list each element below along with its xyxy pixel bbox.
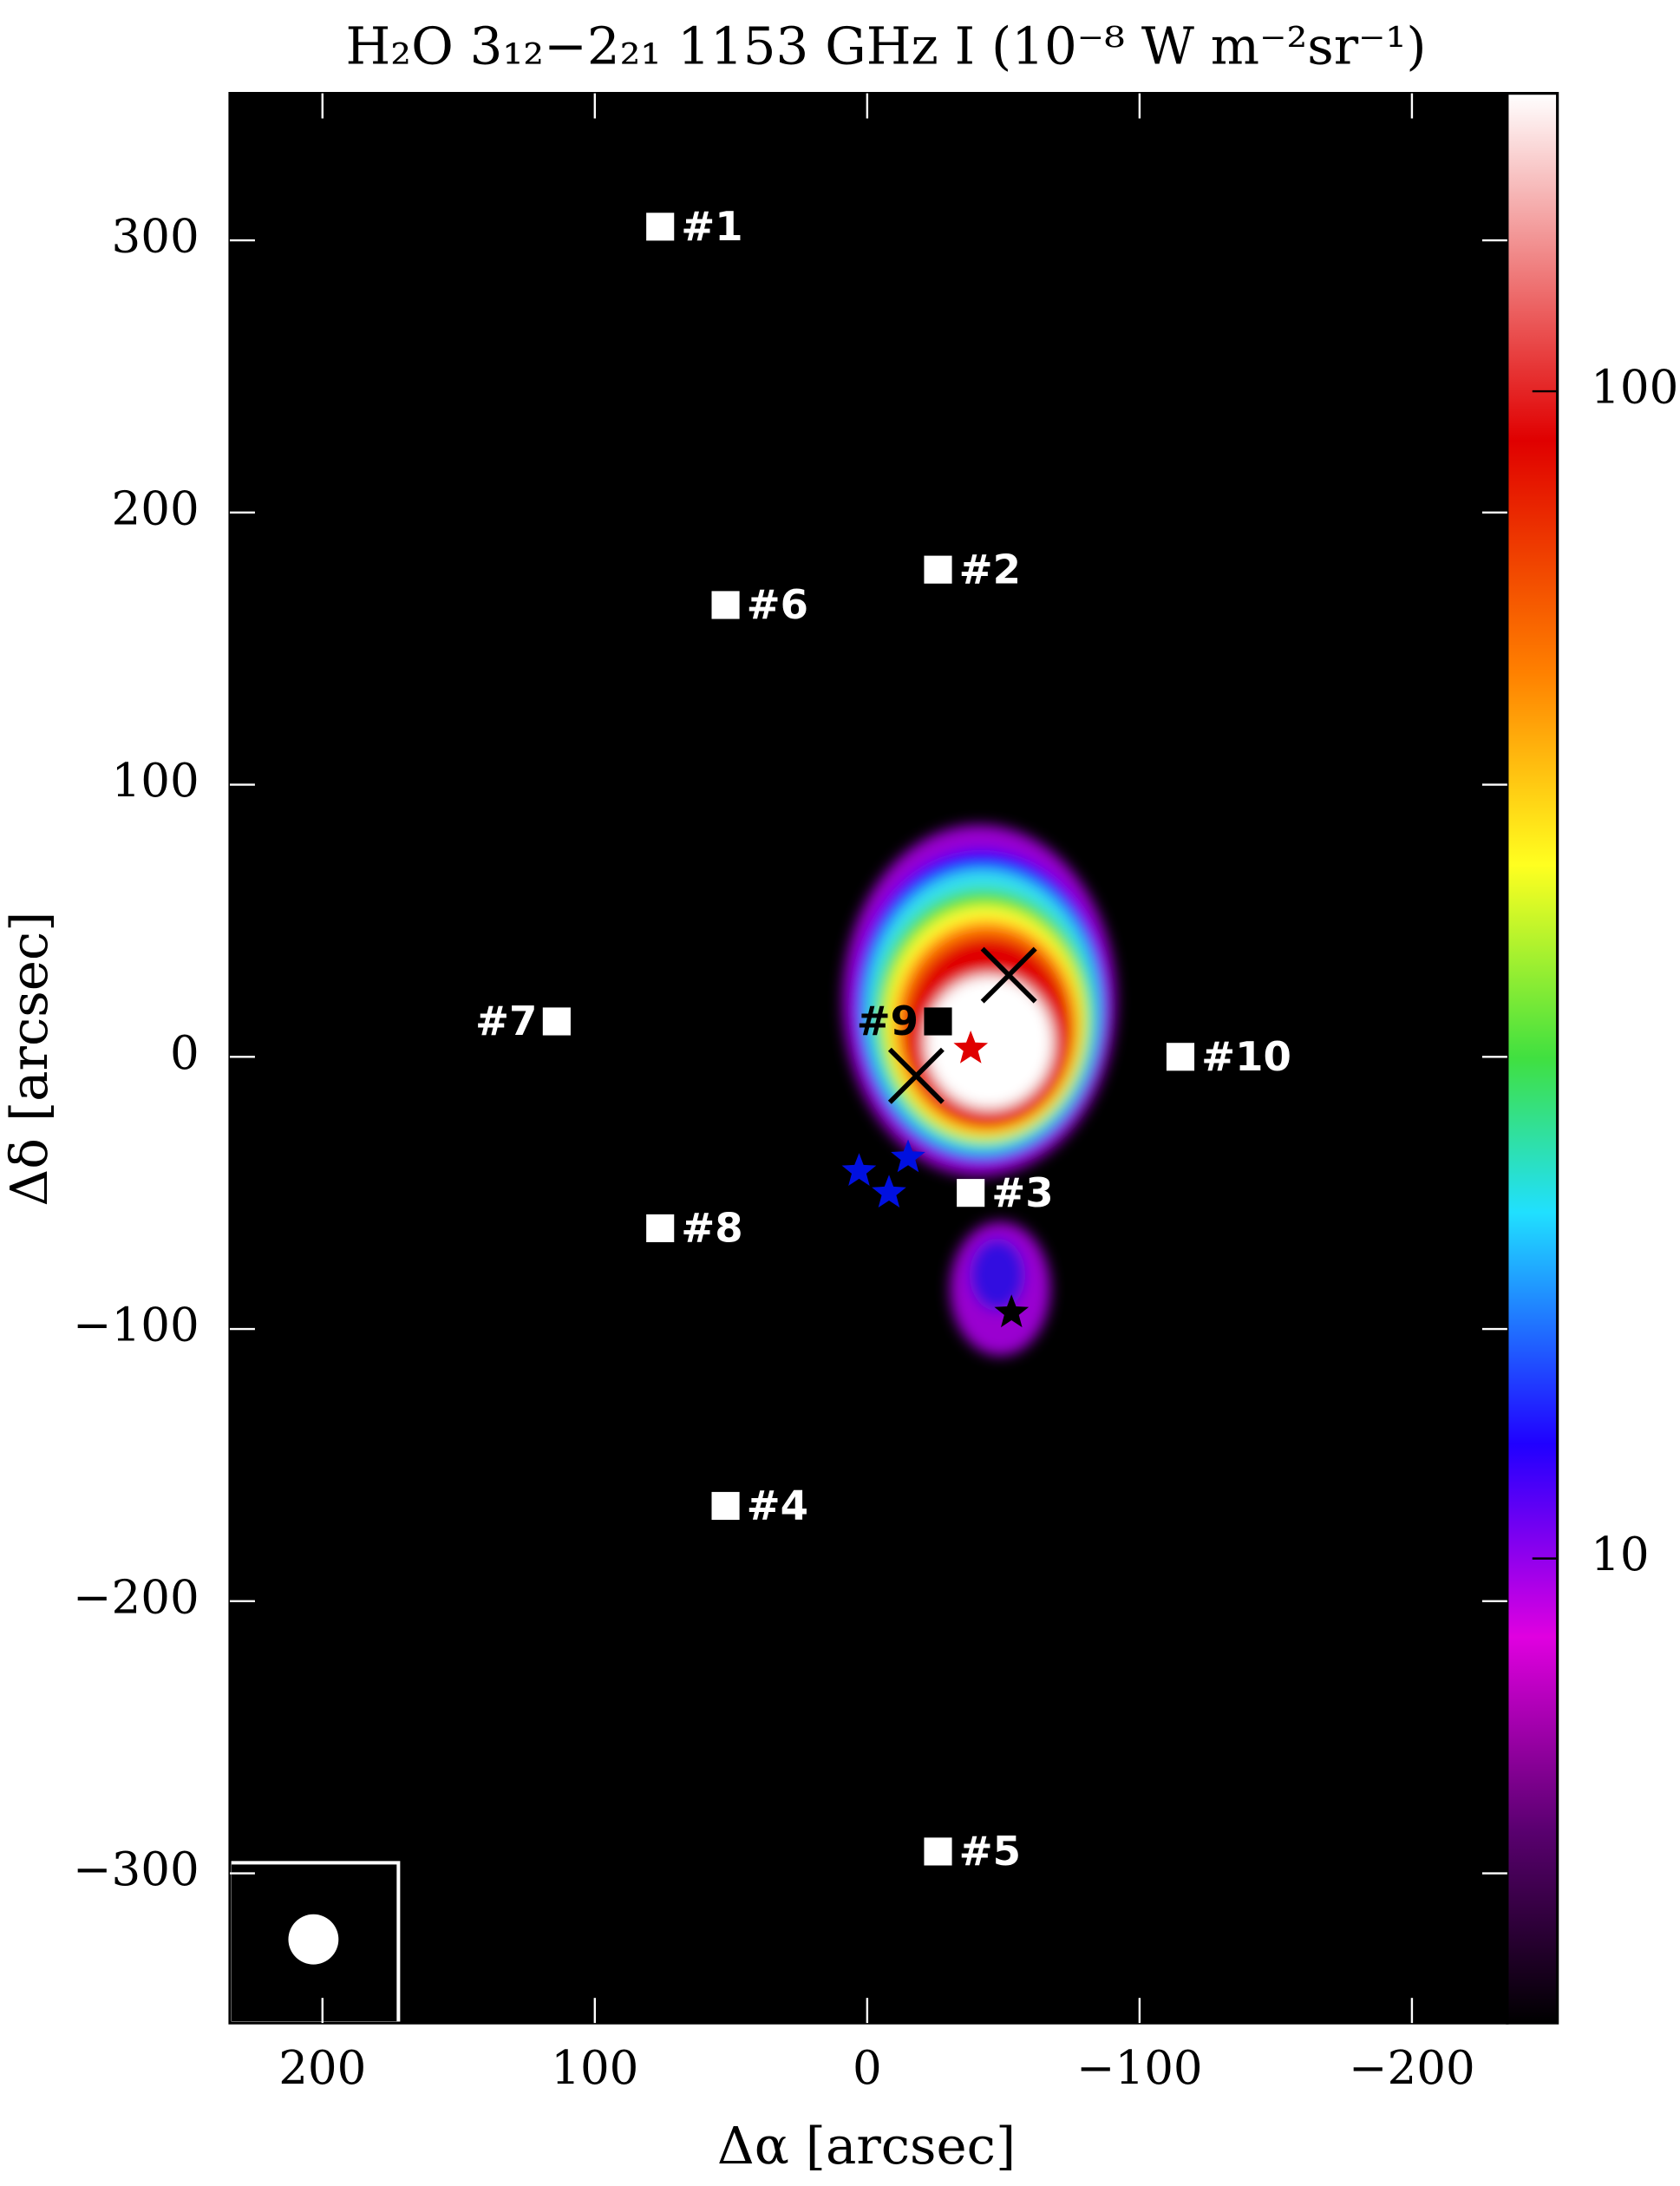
star-marker <box>953 1031 989 1064</box>
marker-square <box>924 1837 952 1866</box>
marker-label: #3 <box>991 1169 1053 1216</box>
marker-square <box>957 1179 985 1208</box>
x-axis-label: Δα [arcsec] <box>717 2117 1016 2176</box>
marker-square <box>711 1491 740 1521</box>
marker-label: #9 <box>857 998 918 1044</box>
cross-marker <box>980 946 1037 1004</box>
marker-label: #1 <box>681 203 742 250</box>
x-tick-label: −200 <box>1349 2042 1475 2095</box>
marker-label: #10 <box>1201 1033 1291 1080</box>
y-tick-label: 0 <box>170 1027 199 1080</box>
colorbar-tick-label: 10 <box>1591 1528 1649 1581</box>
colorbar <box>1506 92 1559 2025</box>
marker-label: #2 <box>959 546 1021 592</box>
marker-square <box>711 591 740 619</box>
star-marker <box>872 1175 906 1208</box>
marker-square <box>924 1007 952 1036</box>
cross-marker <box>887 1047 945 1104</box>
x-tick-label: 100 <box>551 2042 638 2095</box>
marker-label: #4 <box>747 1482 808 1529</box>
marker-square <box>646 1214 675 1243</box>
marker-label: #7 <box>475 998 537 1044</box>
marker-square <box>1166 1043 1195 1071</box>
star-marker <box>841 1153 877 1186</box>
y-tick-label: −200 <box>73 1571 199 1624</box>
marker-square <box>924 555 952 584</box>
star-marker <box>891 1139 925 1173</box>
x-tick-label: 200 <box>278 2042 366 2095</box>
y-tick-label: 100 <box>112 755 199 808</box>
y-axis-label: Δδ [arcsec] <box>0 912 60 1207</box>
colorbar-tick-label: 100 <box>1591 362 1678 415</box>
marker-square <box>646 213 675 241</box>
emission <box>842 824 1116 1356</box>
x-tick-label: −100 <box>1076 2042 1203 2095</box>
emission-contour <box>969 1238 1026 1312</box>
marker-label: #8 <box>681 1205 742 1252</box>
y-tick-label: −100 <box>73 1299 199 1352</box>
chart-title: H₂O 3₁₂−2₂₁ 1153 GHz I (10⁻⁸ W m⁻²sr⁻¹) <box>345 16 1426 76</box>
marker-label: #5 <box>959 1828 1021 1875</box>
x-tick-label: 0 <box>853 2042 882 2095</box>
marker-label: #6 <box>747 581 808 628</box>
y-tick-label: −300 <box>73 1843 199 1896</box>
emission-contour <box>925 975 1054 1109</box>
y-tick-label: 300 <box>112 211 199 264</box>
marker-square <box>542 1007 571 1036</box>
y-tick-label: 200 <box>112 482 199 535</box>
star-marker <box>994 1294 1030 1328</box>
beam <box>288 1914 339 1965</box>
